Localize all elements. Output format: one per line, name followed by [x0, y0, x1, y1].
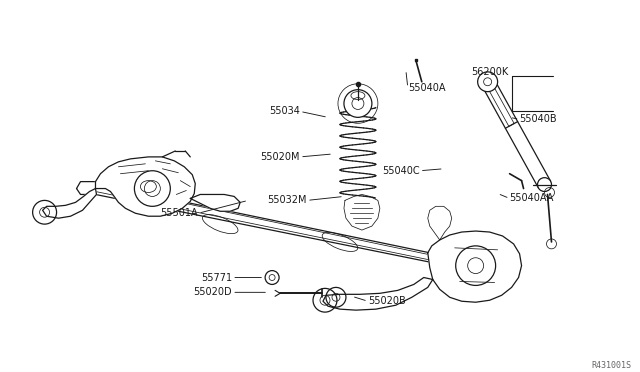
Polygon shape — [95, 157, 195, 216]
Text: 55040B: 55040B — [520, 114, 557, 124]
Polygon shape — [485, 80, 514, 126]
Text: 55501A: 55501A — [161, 208, 198, 218]
Circle shape — [344, 90, 372, 117]
Polygon shape — [481, 78, 550, 188]
Text: 55771: 55771 — [201, 273, 232, 282]
Polygon shape — [190, 195, 240, 211]
Text: 55020M: 55020M — [260, 152, 300, 162]
Text: 55020B: 55020B — [368, 296, 406, 306]
Text: 55020D: 55020D — [193, 287, 232, 297]
Text: 55040A: 55040A — [408, 83, 445, 93]
Polygon shape — [323, 278, 433, 310]
Text: 55034: 55034 — [269, 106, 300, 116]
Text: 55040AA: 55040AA — [509, 193, 554, 203]
Text: R431001S: R431001S — [591, 360, 631, 369]
Polygon shape — [43, 189, 97, 218]
Polygon shape — [428, 206, 452, 240]
Text: 55032M: 55032M — [268, 195, 307, 205]
Circle shape — [477, 72, 498, 92]
Polygon shape — [344, 195, 380, 230]
Text: 55040C: 55040C — [382, 166, 420, 176]
Text: 56200K: 56200K — [472, 67, 509, 77]
Circle shape — [538, 178, 552, 192]
Polygon shape — [428, 231, 522, 302]
Polygon shape — [77, 182, 435, 262]
